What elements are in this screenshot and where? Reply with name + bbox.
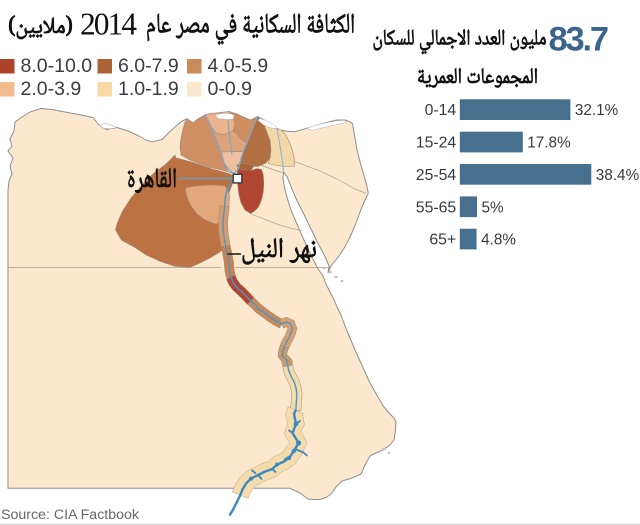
- svg-text:2.0-3.9: 2.0-3.9: [21, 78, 82, 100]
- svg-text:0-0.9: 0-0.9: [208, 78, 252, 100]
- svg-text:8.0-10.0: 8.0-10.0: [21, 55, 93, 77]
- svg-text:Source: CIA Factbook: Source: CIA Factbook: [1, 507, 140, 523]
- svg-text:65+: 65+: [429, 232, 456, 249]
- svg-text:4.8%: 4.8%: [481, 232, 516, 249]
- svg-text:0-14: 0-14: [425, 102, 457, 119]
- svg-text:83.7: 83.7: [549, 20, 610, 58]
- svg-text:1.0-1.9: 1.0-1.9: [118, 78, 179, 100]
- svg-text:55-65: 55-65: [416, 199, 457, 216]
- svg-text:4.0-5.9: 4.0-5.9: [208, 55, 269, 77]
- svg-text:5%: 5%: [482, 199, 505, 216]
- svg-text:17.8%: 17.8%: [527, 135, 571, 152]
- svg-text:2014: 2014: [80, 7, 137, 42]
- svg-text:25-54: 25-54: [416, 167, 457, 184]
- svg-text:32.1%: 32.1%: [575, 102, 619, 119]
- svg-text:38.4%: 38.4%: [596, 167, 640, 184]
- svg-text:6.0-7.9: 6.0-7.9: [118, 55, 179, 77]
- svg-text:15-24: 15-24: [416, 135, 457, 152]
